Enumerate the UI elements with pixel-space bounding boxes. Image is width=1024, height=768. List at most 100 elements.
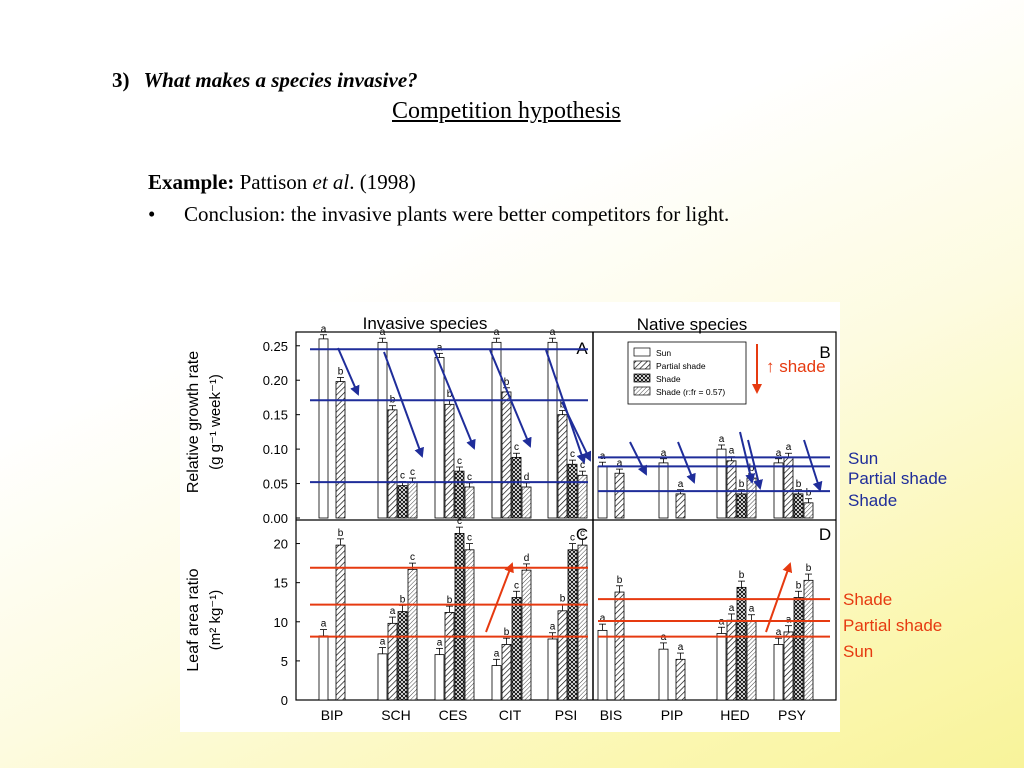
bar-psi-2: [567, 549, 578, 701]
increase-arrow: [765, 562, 793, 633]
significance-letter: a: [380, 327, 386, 338]
bar-ces-0: [434, 357, 445, 519]
bar-psy-0: [773, 644, 784, 701]
decrease-arrow: [561, 401, 592, 462]
decrease-arrow: [489, 349, 532, 448]
bar-bis-0: [597, 629, 608, 701]
significance-letter: b: [806, 488, 812, 499]
label-sun-top: Sun: [848, 449, 879, 468]
significance-letter: a: [678, 642, 684, 653]
significance-letter: b: [504, 627, 510, 638]
y-tick-label: 20: [274, 537, 288, 552]
bar-sch-0: [377, 653, 388, 701]
significance-letter: a: [321, 619, 327, 630]
bullet-icon: •: [148, 202, 156, 226]
y-tick-label: 0.20: [263, 373, 288, 388]
decrease-arrow: [803, 439, 823, 492]
significance-letter: c: [514, 580, 519, 591]
label-partial-shade-bottom: Partial shade: [843, 616, 943, 635]
significance-letter: a: [661, 448, 667, 459]
bar-cit-3: [521, 486, 532, 519]
decrease-arrow: [677, 441, 696, 484]
bar-ces-3: [464, 549, 475, 701]
label-shade-bottom: Shade: [843, 590, 893, 609]
significance-letter: b: [749, 463, 755, 474]
bar-ces-2: [454, 532, 465, 701]
significance-letter: c: [467, 472, 472, 483]
significance-letter: a: [390, 606, 396, 617]
legend-entry: Partial shade: [656, 361, 706, 371]
bar-psy-3: [803, 502, 814, 519]
heading-number: 3): [112, 68, 130, 92]
bar-sch-2: [397, 611, 408, 701]
bar-cit-1: [501, 391, 512, 519]
significance-letter: a: [776, 448, 782, 459]
example-author: Pattison: [239, 170, 308, 194]
y-axis-unit-growth-rate: (g g⁻¹ week⁻¹): [207, 374, 224, 470]
bar-ces-1: [444, 611, 455, 701]
label-shade-increase: ↑ shade: [766, 357, 826, 376]
significance-letter: c: [570, 533, 575, 544]
bar-bis-0: [597, 465, 608, 519]
y-tick-label: 0.05: [263, 477, 288, 492]
significance-letter: c: [570, 449, 575, 460]
bar-cit-0: [491, 341, 502, 519]
bar-psi-0: [547, 638, 558, 701]
significance-letter: b: [560, 594, 566, 605]
bar-sch-0: [377, 341, 388, 519]
bar-bis-1: [614, 472, 625, 519]
bar-psi-1: [557, 414, 568, 519]
bar-hed-2: [736, 586, 747, 701]
significance-letter: c: [514, 442, 519, 453]
legend-entry: Sun: [656, 348, 671, 358]
bar-hed-1: [726, 460, 737, 519]
bar-bip-1: [335, 381, 346, 519]
bar-psi-2: [567, 463, 578, 519]
bar-cit-2: [511, 456, 522, 519]
header-invasive-species: Invasive species: [363, 314, 488, 333]
decrease-arrow: [629, 441, 647, 476]
x-tick-label-cit: CIT: [499, 707, 522, 723]
x-tick-label-bis: BIS: [600, 707, 623, 723]
legend-swatch: [633, 347, 651, 357]
significance-letter: b: [338, 366, 344, 377]
significance-letter: a: [719, 434, 725, 445]
y-tick-label: 15: [274, 576, 288, 591]
bar-hed-2: [736, 493, 747, 519]
significance-letter: c: [457, 516, 462, 527]
y-axis-label-leaf-area-ratio: Leaf area ratio: [185, 568, 202, 671]
bar-hed-3: [746, 477, 757, 519]
significance-letter: c: [410, 467, 415, 478]
significance-letter: d: [524, 553, 530, 564]
x-tick-label-bip: BIP: [321, 707, 344, 723]
increase-arrow: [485, 562, 514, 633]
bar-ces-2: [454, 470, 465, 519]
x-tick-label-psy: PSY: [778, 707, 807, 723]
bar-sch-1: [387, 622, 398, 701]
significance-letter: b: [739, 479, 745, 490]
bar-psi-0: [547, 341, 558, 519]
significance-letter: a: [600, 613, 606, 624]
bar-pip-0: [658, 648, 669, 701]
bar-psy-1: [783, 631, 794, 701]
significance-letter: b: [400, 594, 406, 605]
significance-letter: c: [467, 533, 472, 544]
significance-letter: a: [617, 458, 623, 469]
significance-letter: a: [776, 627, 782, 638]
bar-hed-0: [716, 448, 727, 519]
x-tick-label-pip: PIP: [661, 707, 684, 723]
significance-letter: a: [437, 342, 443, 353]
bar-pip-1: [675, 658, 686, 701]
heading-text: What makes a species invasive?: [143, 68, 418, 92]
label-partial-shade-top: Partial shade: [848, 469, 948, 488]
significance-letter: a: [786, 442, 792, 453]
example-line: Example: Pattison et al. (1998): [148, 170, 416, 195]
bar-cit-2: [511, 597, 522, 701]
bar-bis-1: [614, 591, 625, 701]
significance-letter: a: [550, 622, 556, 633]
significance-letter: a: [729, 603, 735, 614]
bar-sch-1: [387, 409, 398, 519]
legend-entry: Shade (r:fr = 0.57): [656, 387, 725, 397]
y-tick-label: 0.15: [263, 408, 288, 423]
example-etal: et al: [312, 170, 350, 194]
